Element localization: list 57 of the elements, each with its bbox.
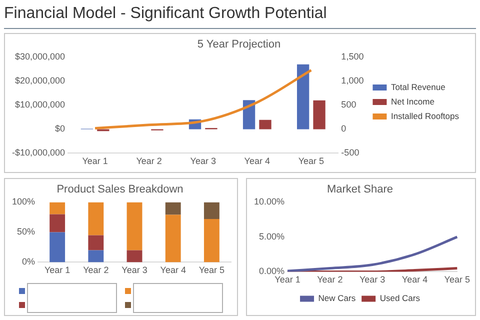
y-tick-label: -$10,000,000 <box>12 148 66 158</box>
chart-title: Product Sales Breakdown <box>56 184 184 196</box>
bar <box>204 219 220 262</box>
chart-title: Market Share <box>326 184 394 196</box>
x-tick-label: Year 3 <box>122 265 148 276</box>
chart-title: 5 Year Projection <box>197 38 281 51</box>
bar <box>88 235 104 250</box>
bar <box>204 202 220 219</box>
y-tick-label: $20,000,000 <box>14 76 66 86</box>
y-tick-label: 10.00% <box>254 196 285 207</box>
legend-label: Total Revenue <box>390 82 446 92</box>
bar <box>126 250 142 262</box>
legend-label: Net Income <box>390 96 435 106</box>
y2-tick-label: 500 <box>341 100 356 110</box>
y-tick-label: $10,000,000 <box>14 100 66 110</box>
legend-label: Used Cars <box>380 293 420 304</box>
bar <box>296 64 310 130</box>
bar <box>313 100 326 130</box>
y-tick-label: $30,000,000 <box>14 52 66 62</box>
y-tick-label: 0.00% <box>258 266 285 276</box>
x-tick-label: Year 1 <box>44 265 70 276</box>
bar <box>88 202 104 236</box>
x-tick-label: Year 5 <box>298 156 324 166</box>
x-tick-label: Year 2 <box>136 156 162 166</box>
x-tick-label: Year 2 <box>317 274 343 285</box>
y2-tick-label: 1,500 <box>341 52 364 62</box>
y2-tick-label: -500 <box>341 148 360 158</box>
y-tick-label: 5.00% <box>258 231 285 242</box>
legend-label: Installed Rooftops <box>390 110 460 121</box>
text: Financial Model - Significant Growth Potential <box>4 2 476 29</box>
y-tick-label: 100% <box>12 196 36 207</box>
x-tick-label: Year 5 <box>198 265 225 276</box>
x-tick-label: Year 4 <box>244 156 270 166</box>
bar <box>50 214 66 232</box>
x-tick-label: Year 2 <box>83 265 109 276</box>
x-tick-label: Year 3 <box>359 274 386 285</box>
line-series <box>286 236 458 272</box>
y-tick-label: 0% <box>22 256 36 267</box>
x-tick-label: Year 4 <box>160 265 186 276</box>
y-tick-label: 50% <box>17 226 36 237</box>
x-tick-label: Year 5 <box>444 274 470 285</box>
y-tick-label: $0 <box>55 124 66 134</box>
bar <box>50 232 66 262</box>
legend-label: New Cars <box>318 293 356 304</box>
y2-tick-label: 1,000 <box>341 76 364 86</box>
bar <box>50 202 66 214</box>
bar <box>165 214 181 262</box>
y2-tick-label: 0 <box>341 124 346 134</box>
x-tick-label: Year 1 <box>274 274 300 285</box>
x-tick-label: Year 4 <box>402 274 428 285</box>
bar <box>126 202 142 250</box>
line-series <box>94 68 312 130</box>
x-tick-label: Year 3 <box>190 156 216 166</box>
bar <box>88 250 104 262</box>
bar <box>259 120 272 130</box>
bar <box>165 202 181 215</box>
x-tick-label: Year 1 <box>82 156 108 166</box>
